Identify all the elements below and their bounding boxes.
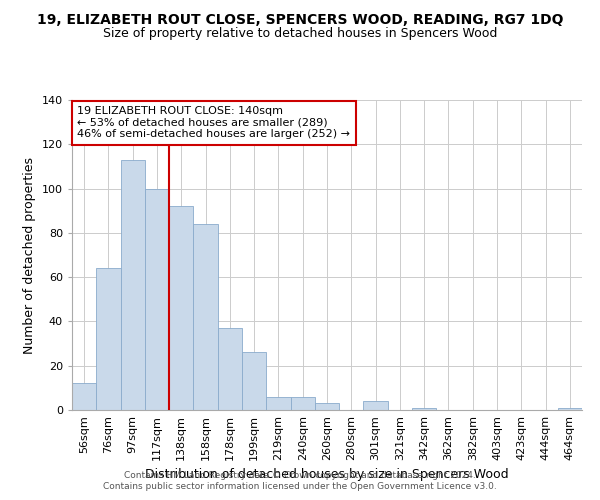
- Bar: [364, 401, 388, 410]
- Bar: [266, 396, 290, 410]
- Text: 19, ELIZABETH ROUT CLOSE, SPENCERS WOOD, READING, RG7 1DQ: 19, ELIZABETH ROUT CLOSE, SPENCERS WOOD,…: [37, 12, 563, 26]
- Text: Contains public sector information licensed under the Open Government Licence v3: Contains public sector information licen…: [103, 482, 497, 491]
- Bar: [121, 160, 145, 410]
- X-axis label: Distribution of detached houses by size in Spencers Wood: Distribution of detached houses by size …: [145, 468, 509, 481]
- Bar: [558, 408, 582, 410]
- Bar: [242, 352, 266, 410]
- Bar: [290, 396, 315, 410]
- Text: Size of property relative to detached houses in Spencers Wood: Size of property relative to detached ho…: [103, 28, 497, 40]
- Text: Contains HM Land Registry data © Crown copyright and database right 2024.: Contains HM Land Registry data © Crown c…: [124, 471, 476, 480]
- Bar: [193, 224, 218, 410]
- Bar: [145, 188, 169, 410]
- Bar: [218, 328, 242, 410]
- Bar: [72, 384, 96, 410]
- Bar: [315, 404, 339, 410]
- Bar: [412, 408, 436, 410]
- Bar: [96, 268, 121, 410]
- Bar: [169, 206, 193, 410]
- Text: 19 ELIZABETH ROUT CLOSE: 140sqm
← 53% of detached houses are smaller (289)
46% o: 19 ELIZABETH ROUT CLOSE: 140sqm ← 53% of…: [77, 106, 350, 140]
- Y-axis label: Number of detached properties: Number of detached properties: [23, 156, 36, 354]
